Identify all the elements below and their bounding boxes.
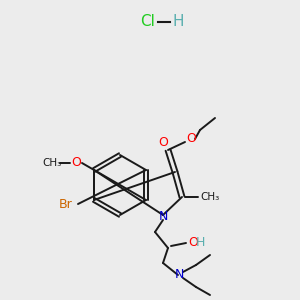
Text: O: O	[71, 157, 81, 169]
Text: CH₃: CH₃	[200, 192, 219, 202]
Text: O: O	[158, 136, 168, 148]
Text: H: H	[196, 236, 206, 250]
Text: O: O	[186, 133, 196, 146]
Text: Cl: Cl	[141, 14, 155, 29]
Text: CH₃: CH₃	[43, 158, 62, 168]
Text: O: O	[188, 236, 198, 250]
Text: Br: Br	[59, 199, 73, 212]
Text: N: N	[174, 268, 184, 281]
Text: H: H	[172, 14, 184, 29]
Text: N: N	[158, 209, 168, 223]
